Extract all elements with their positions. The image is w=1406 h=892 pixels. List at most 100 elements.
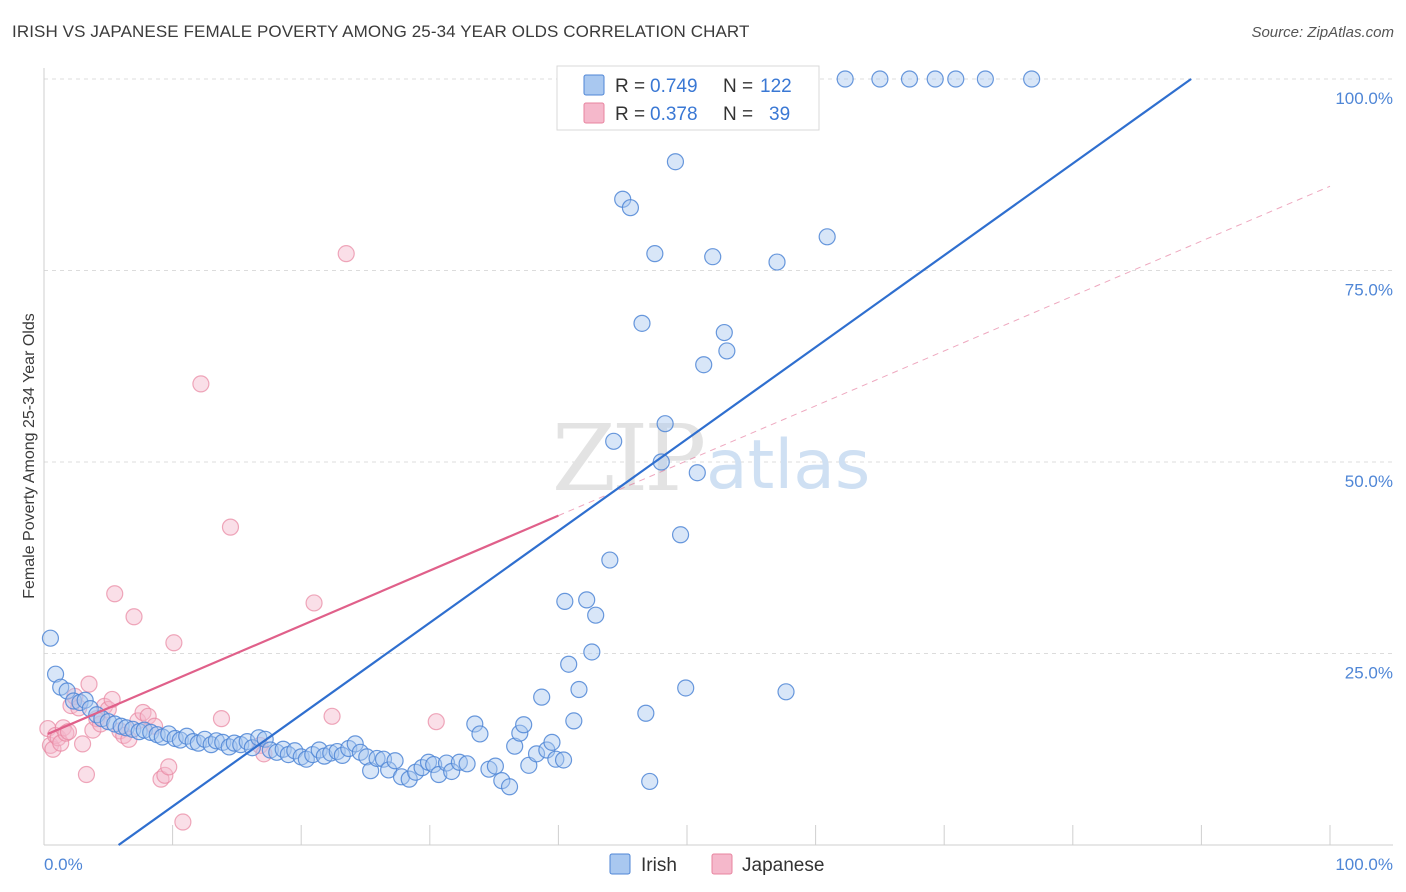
irish-point-70 (466, 715, 484, 733)
irish-point-121 (947, 70, 965, 88)
irish-point-58 (386, 752, 404, 770)
japanese-point-42 (337, 245, 355, 263)
irish-point-102 (656, 415, 674, 433)
japanese-series (39, 245, 445, 831)
irish-point-71 (471, 725, 489, 743)
irish-point-87 (560, 655, 578, 673)
irish-point-86 (556, 592, 574, 611)
irish-point-100 (646, 245, 664, 263)
y-axis-label: Female Poverty Among 25-34 Year Olds (21, 313, 38, 599)
irish-point-118 (871, 70, 889, 88)
legend-japanese-n-label: N = (723, 104, 753, 125)
irish-point-80 (527, 745, 546, 763)
legend-japanese-r-value: 0.378 (650, 104, 698, 125)
irish-point-109 (715, 323, 733, 342)
legend-bottom: Irish Japanese (609, 853, 824, 876)
japanese-point-35 (192, 375, 210, 393)
irish-point-107 (695, 356, 713, 374)
irish-point-64 (425, 755, 443, 774)
legend-bottom-japanese-label: Japanese (742, 855, 824, 876)
irish-point-91 (583, 643, 601, 661)
source-credit: Source: ZipAtlas.com (1251, 24, 1394, 41)
irish-point-88 (565, 712, 583, 730)
irish-point-90 (578, 591, 596, 609)
irish-point-111 (768, 253, 786, 271)
japanese-trend-extension (558, 185, 1331, 517)
irish-point-108 (704, 248, 722, 266)
japanese-point-21 (106, 585, 124, 603)
legend-bottom-irish-swatch (609, 853, 631, 875)
irish-point-6 (76, 691, 94, 709)
irish-point-31 (225, 734, 243, 752)
legend-irish-n-value: 122 (760, 76, 792, 97)
japanese-point-37 (221, 518, 240, 536)
irish-series (41, 70, 1041, 796)
chart-title: IRISH VS JAPANESE FEMALE POVERTY AMONG 2… (12, 22, 750, 41)
irish-trend-line (117, 78, 1192, 846)
irish-point-105 (677, 679, 695, 697)
irish-point-55 (368, 749, 386, 768)
irish-point-77 (511, 724, 529, 742)
irish-point-99 (641, 772, 659, 791)
irish-point-117 (836, 70, 854, 88)
irish-point-96 (621, 199, 640, 217)
irish-point-85 (554, 751, 573, 769)
watermark-atlas: atlas (706, 426, 870, 505)
japanese-point-14 (80, 675, 98, 693)
irish-point-81 (533, 688, 551, 706)
y-tick-label-3: 100.0% (1335, 89, 1393, 108)
x-tick-max: 100.0% (1335, 855, 1393, 874)
irish-point-98 (637, 704, 655, 722)
irish-point-69 (458, 755, 476, 773)
watermark-zip: ZIP (552, 405, 703, 512)
trend-lines (47, 78, 1331, 846)
legend-japanese-swatch (583, 102, 605, 124)
irish-point-1 (46, 665, 65, 683)
irish-point-120 (926, 70, 944, 88)
irish-point-89 (570, 680, 588, 699)
japanese-trend-line (47, 514, 559, 735)
irish-point-0 (41, 629, 60, 647)
x-tick-min: 0.0% (44, 855, 83, 874)
irish-point-83 (543, 733, 561, 751)
japanese-point-41 (323, 707, 341, 725)
irish-point-51 (346, 735, 364, 753)
irish-point-113 (818, 228, 836, 246)
legend-bottom-japanese-swatch (711, 853, 733, 875)
legend-irish-r-value: 0.749 (650, 76, 698, 97)
japanese-point-32 (160, 758, 178, 776)
irish-point-76 (506, 737, 524, 755)
irish-point-75 (500, 778, 519, 796)
legend-top: R = 0.749 N = 122 R = 0.378 N = 39 (556, 65, 820, 131)
y-tick-label-2: 75.0% (1345, 281, 1393, 300)
japanese-point-40 (305, 594, 323, 612)
irish-point-94 (605, 432, 623, 450)
irish-point-97 (633, 314, 651, 332)
legend-irish-r-label: R = (615, 76, 645, 97)
irish-point-112 (777, 683, 795, 701)
y-tick-labels: 25.0% 50.0% 75.0% 100.0% (1335, 89, 1393, 683)
japanese-point-43 (427, 713, 445, 731)
legend-bottom-irish-label: Irish (641, 855, 677, 876)
japanese-point-34 (174, 813, 192, 831)
legend-japanese-n-value: 39 (769, 104, 790, 125)
irish-point-92 (587, 606, 605, 624)
y-tick-label-1: 50.0% (1345, 472, 1393, 491)
legend-irish-swatch (583, 74, 605, 96)
legend-japanese-r-label: R = (615, 104, 645, 125)
irish-point-106 (688, 464, 706, 482)
y-tick-label-0: 25.0% (1345, 664, 1393, 683)
japanese-point-31 (156, 766, 174, 784)
irish-point-3 (58, 682, 76, 700)
japanese-point-36 (212, 710, 231, 728)
irish-point-60 (400, 770, 418, 788)
irish-point-104 (671, 526, 690, 544)
irish-point-110 (718, 342, 736, 360)
irish-point-122 (976, 70, 994, 88)
irish-point-13 (117, 719, 135, 737)
legend-irish-n-label: N = (723, 76, 753, 97)
irish-point-78 (515, 716, 533, 734)
irish-point-123 (1023, 70, 1041, 88)
irish-point-66 (437, 754, 456, 772)
